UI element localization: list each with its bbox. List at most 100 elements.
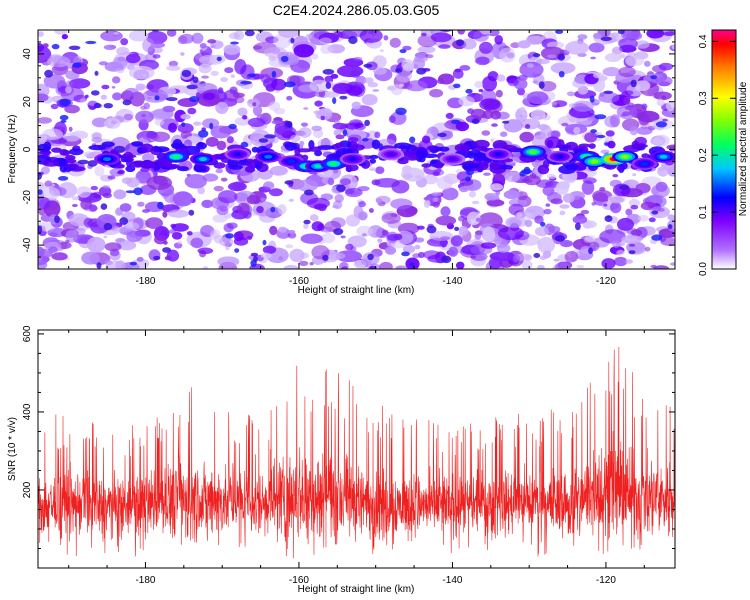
noise-blob (289, 248, 305, 262)
noise-blob (576, 264, 585, 269)
band-blob (371, 139, 381, 150)
noise-blob (226, 136, 234, 144)
noise-blob (402, 45, 412, 51)
noise-blob (369, 167, 376, 172)
noise-blob (103, 235, 108, 239)
band-blob (489, 163, 503, 170)
noise-blob (596, 134, 606, 139)
noise-blob (581, 180, 595, 195)
noise-blob (454, 226, 460, 231)
noise-blob (486, 199, 505, 207)
noise-blob (230, 41, 239, 45)
noise-blob (472, 200, 480, 205)
noise-blob (283, 81, 296, 88)
noise-blob (395, 68, 403, 73)
noise-blob (247, 73, 256, 77)
noise-blob (461, 38, 477, 50)
noise-blob (526, 91, 549, 104)
noise-blob (363, 77, 374, 84)
noise-blob (604, 52, 622, 63)
noise-blob (624, 90, 634, 95)
noise-blob (269, 165, 288, 176)
noise-blob (373, 67, 387, 75)
hotspot (529, 149, 537, 154)
noise-blob (286, 95, 293, 101)
noise-blob (524, 254, 533, 261)
noise-blob (48, 246, 58, 253)
noise-blob (86, 236, 106, 253)
noise-blob (262, 239, 267, 246)
band-blob (454, 143, 471, 153)
band-blob (469, 149, 481, 156)
noise-blob (186, 231, 193, 236)
noise-blob (237, 107, 248, 117)
band-blob (43, 141, 52, 152)
noise-blob (453, 83, 461, 89)
noise-blob (490, 110, 502, 120)
band-blob (101, 141, 115, 148)
colorbar-tick-label: 0.2 (698, 148, 709, 162)
noise-blob (547, 225, 561, 233)
noise-blob (417, 251, 425, 259)
noise-blob (318, 108, 333, 117)
noise-blob (351, 101, 361, 110)
noise-blob (584, 132, 597, 143)
noise-blob (181, 122, 186, 127)
noise-blob (38, 189, 43, 195)
noise-blob (210, 125, 232, 139)
noise-blob (247, 117, 266, 128)
noise-blob (333, 31, 344, 37)
noise-blob (203, 266, 208, 269)
noise-blob (107, 175, 116, 180)
noise-blob (395, 107, 407, 116)
noise-blob (559, 204, 570, 209)
noise-blob (431, 192, 442, 197)
noise-blob (524, 219, 533, 228)
noise-blob (423, 199, 431, 208)
x-tick-label: -120 (596, 276, 616, 287)
noise-blob (283, 264, 299, 269)
noise-blob (299, 140, 305, 146)
noise-blob (80, 98, 86, 103)
noise-blob (589, 95, 595, 103)
noise-blob (519, 106, 525, 112)
noise-blob (546, 173, 557, 180)
noise-blob (402, 244, 416, 254)
noise-blob (395, 265, 408, 269)
noise-blob (466, 211, 481, 226)
noise-blob (332, 122, 348, 130)
noise-blob (359, 30, 383, 43)
noise-blob (154, 95, 160, 101)
noise-blob (81, 251, 100, 265)
band-blob (537, 164, 550, 175)
noise-blob (618, 66, 636, 78)
snr-line (38, 347, 675, 559)
noise-blob (653, 265, 670, 269)
spectrogram-noise (38, 30, 675, 269)
noise-blob (124, 222, 140, 230)
noise-blob (124, 87, 139, 97)
noise-blob (519, 131, 534, 143)
band-blob (58, 158, 67, 166)
noise-blob (617, 30, 625, 35)
band-blob (131, 160, 146, 166)
noise-blob (650, 75, 658, 80)
noise-blob (591, 202, 596, 206)
band-blob (565, 141, 578, 151)
noise-blob (532, 53, 541, 58)
noise-blob (220, 177, 228, 182)
noise-blob (100, 203, 108, 210)
noise-blob (193, 121, 202, 126)
noise-blob (152, 30, 159, 33)
noise-blob (101, 84, 110, 90)
noise-blob (575, 222, 581, 231)
noise-blob (482, 110, 494, 120)
noise-blob (653, 91, 672, 101)
spectrogram-x-label: Height of straight line (km) (298, 285, 415, 296)
noise-blob (271, 70, 277, 78)
noise-blob (180, 52, 185, 56)
noise-blob (441, 255, 452, 264)
noise-blob (240, 80, 253, 85)
noise-blob (417, 45, 436, 54)
hotspot (448, 157, 457, 162)
